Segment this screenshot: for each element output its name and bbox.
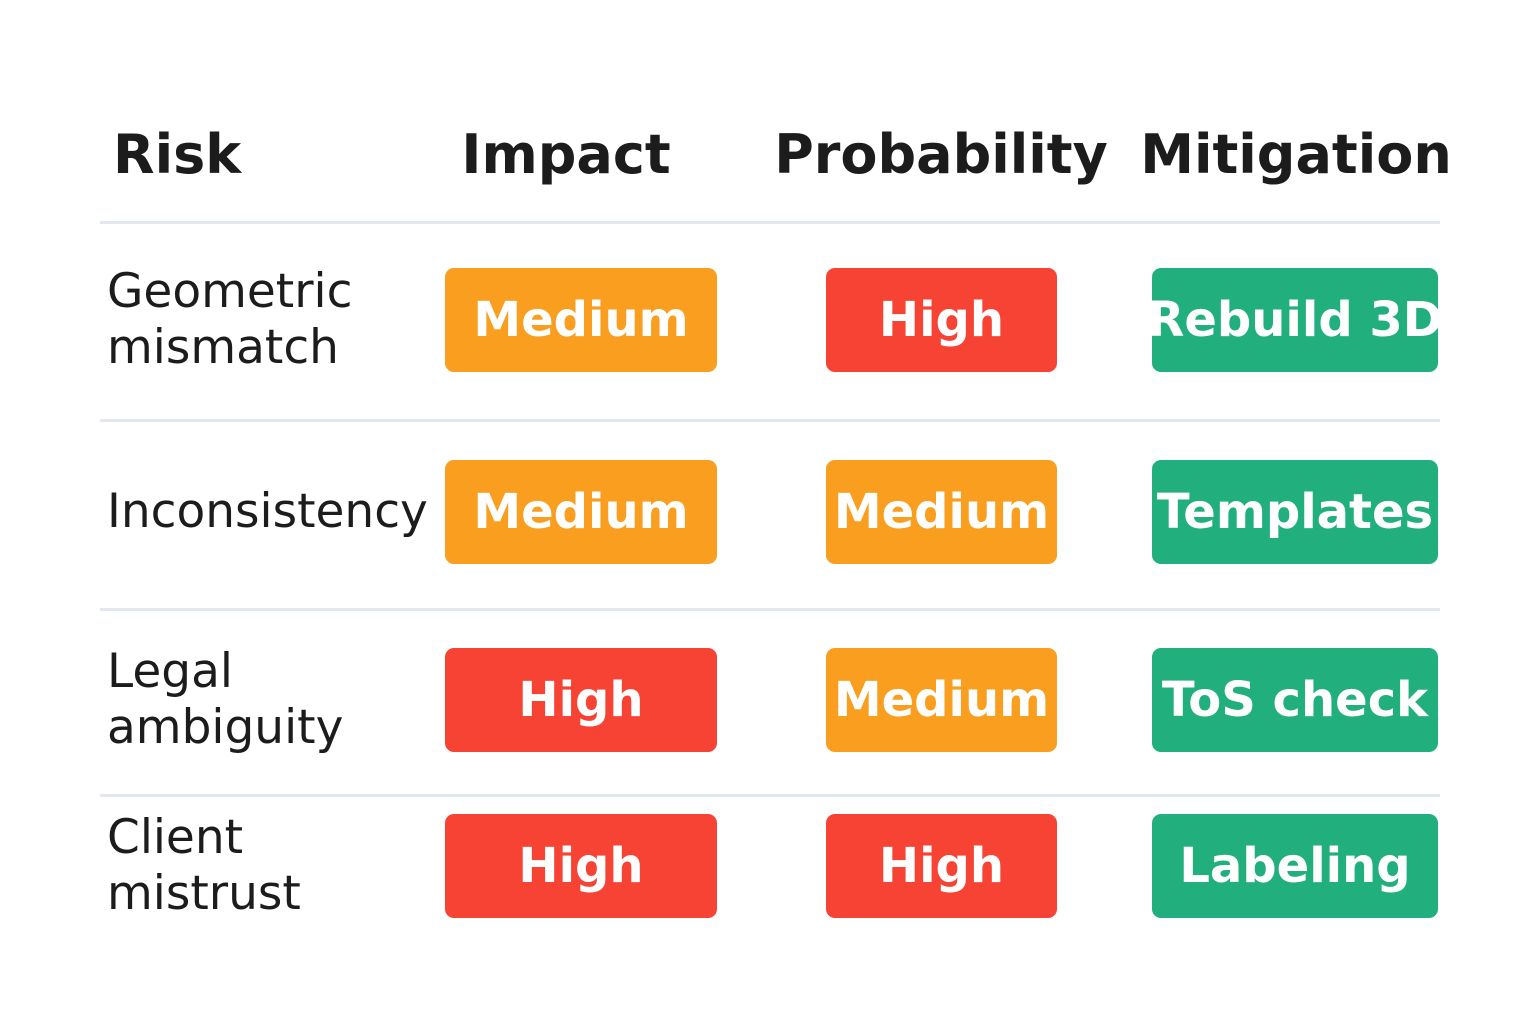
level-badge: High <box>445 648 717 752</box>
row-divider <box>100 419 1440 422</box>
level-badge: Rebuild 3D <box>1147 268 1443 372</box>
level-badge: Medium <box>826 648 1057 752</box>
row-divider <box>100 221 1440 224</box>
risk-name: Client mistrust <box>107 810 301 921</box>
level-badge: Medium <box>445 460 717 564</box>
risk-name: Legal ambiguity <box>107 644 344 755</box>
level-badge: High <box>445 814 717 918</box>
level-badge: Labeling <box>1152 814 1438 918</box>
risk-name: Inconsistency <box>107 484 428 539</box>
risk-name: Geometric mismatch <box>107 264 353 375</box>
column-header: Impact <box>461 123 671 186</box>
level-badge: Medium <box>445 268 717 372</box>
column-header: Probability <box>774 123 1108 186</box>
level-badge: ToS check <box>1152 648 1438 752</box>
row-divider <box>100 794 1440 797</box>
level-badge: High <box>826 268 1057 372</box>
row-divider <box>100 608 1440 611</box>
column-header: Risk <box>113 123 242 186</box>
column-header: Mitigation <box>1140 123 1452 186</box>
level-badge: Medium <box>826 460 1057 564</box>
level-badge: High <box>826 814 1057 918</box>
level-badge: Templates <box>1152 460 1438 564</box>
